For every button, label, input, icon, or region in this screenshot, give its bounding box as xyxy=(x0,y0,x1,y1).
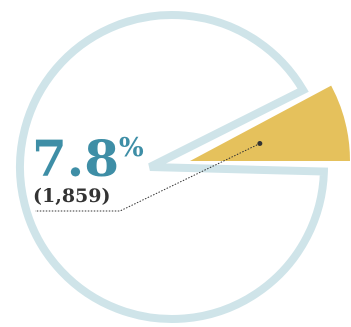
leader-dot xyxy=(257,141,263,147)
pie xyxy=(16,11,350,323)
pie-rest xyxy=(16,11,329,323)
pie-slice xyxy=(190,85,350,161)
count-label: (1,859) xyxy=(33,185,110,207)
leader-line xyxy=(35,143,261,212)
value-label: 7.8% xyxy=(32,129,144,188)
